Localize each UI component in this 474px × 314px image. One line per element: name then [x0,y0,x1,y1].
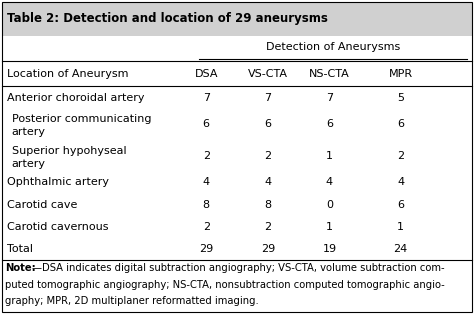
Bar [2,2,472,36]
Text: Anterior choroidal artery: Anterior choroidal artery [7,93,145,102]
Text: 24: 24 [393,244,408,254]
Text: 6: 6 [397,119,404,129]
Text: 6: 6 [264,119,271,129]
Text: 1: 1 [326,150,333,160]
Text: puted tomographic angiography; NS-CTA, nonsubtraction computed tomographic angio: puted tomographic angiography; NS-CTA, n… [5,280,445,290]
Text: 1: 1 [326,222,333,232]
Text: 7: 7 [202,93,210,102]
Text: Detection of Aneurysms: Detection of Aneurysms [266,42,400,52]
Text: 8: 8 [202,200,210,210]
Text: DSA: DSA [194,69,218,79]
Text: Table 2: Detection and location of 29 aneurysms: Table 2: Detection and location of 29 an… [7,12,328,25]
Text: 2: 2 [397,150,404,160]
Text: VS-CTA: VS-CTA [248,69,288,79]
Text: 4: 4 [264,177,272,187]
Text: 6: 6 [326,119,333,129]
Text: Total: Total [7,244,33,254]
Text: 2: 2 [202,222,210,232]
Text: graphy; MPR, 2D multiplaner reformatted imaging.: graphy; MPR, 2D multiplaner reformatted … [5,296,258,306]
Text: Location of Aneurysm: Location of Aneurysm [7,69,128,79]
Text: 29: 29 [199,244,213,254]
Text: Carotid cave: Carotid cave [7,200,77,210]
Text: 6: 6 [397,200,404,210]
Text: Ophthalmic artery: Ophthalmic artery [7,177,109,187]
Text: 1: 1 [397,222,404,232]
Text: 2: 2 [202,150,210,160]
Text: Superior hypohyseal
artery: Superior hypohyseal artery [12,145,127,169]
Text: 4: 4 [202,177,210,187]
Text: 7: 7 [264,93,272,102]
Text: Note:: Note: [5,263,36,273]
Text: 5: 5 [397,93,404,102]
Text: NS-CTA: NS-CTA [309,69,350,79]
Text: 6: 6 [203,119,210,129]
Text: —DSA indicates digital subtraction angiography; VS-CTA, volume subtraction com-: —DSA indicates digital subtraction angio… [32,263,445,273]
Text: 4: 4 [326,177,333,187]
Text: 4: 4 [397,177,404,187]
Text: 19: 19 [322,244,337,254]
Text: Posterior communicating
artery: Posterior communicating artery [12,114,151,138]
Text: 8: 8 [264,200,272,210]
Text: Carotid cavernous: Carotid cavernous [7,222,109,232]
Text: MPR: MPR [389,69,412,79]
Text: 2: 2 [264,150,272,160]
Text: 7: 7 [326,93,333,102]
Text: 0: 0 [326,200,333,210]
Text: 29: 29 [261,244,275,254]
Text: 2: 2 [264,222,272,232]
